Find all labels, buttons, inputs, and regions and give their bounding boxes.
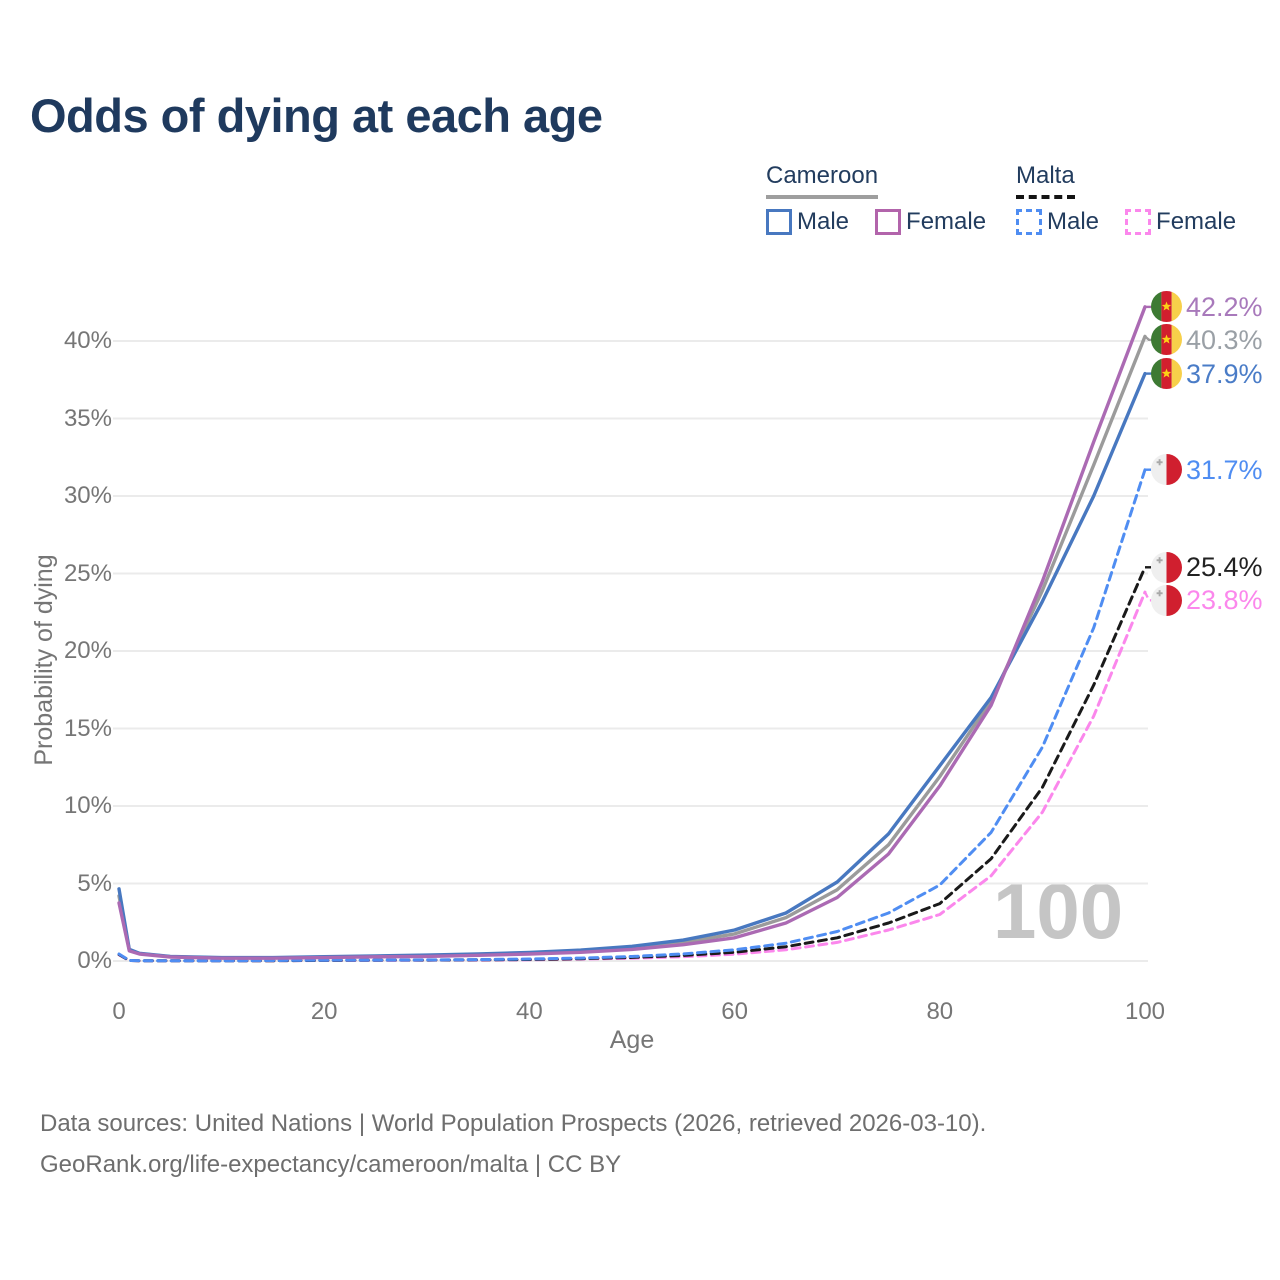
footer-attribution: GeoRank.org/life-expectancy/cameroon/mal… (40, 1151, 622, 1178)
cameroon-flag-icon (1151, 291, 1182, 323)
footer-data-sources: Data sources: United Nations | World Pop… (40, 1110, 987, 1137)
y-tick-10%: 10% (63, 792, 112, 819)
y-axis-label: Probability of dying (30, 554, 58, 766)
line-cameroon-female (117, 305, 1147, 960)
end-value-label-malta-both: 25.4% (1186, 552, 1263, 583)
y-tick-40%: 40% (63, 327, 112, 354)
y-tick-30%: 30% (63, 482, 112, 509)
line-malta-both (117, 565, 1147, 963)
malta-flag-icon (1151, 551, 1182, 583)
y-tick-35%: 35% (63, 404, 112, 432)
malta-male-line-swatch-icon (1016, 209, 1042, 235)
legend-country-cameroon[interactable]: Cameroon (766, 162, 879, 199)
line-malta-female (117, 590, 1147, 963)
end-value-label-malta-female: 23.8% (1186, 585, 1263, 616)
legend-item-label: Female (1156, 208, 1237, 235)
cameroon-flag-icon (1151, 324, 1182, 356)
malta-flag-icon (1151, 454, 1182, 486)
x-axis-label: Age (609, 1026, 655, 1054)
line-malta-male (117, 468, 1147, 963)
y-tick-20%: 20% (63, 637, 112, 664)
end-value-label-cameroon-both: 40.3% (1186, 324, 1263, 355)
legend-item-cameroon-female[interactable]: Female (875, 208, 986, 236)
y-tick-15%: 15% (63, 714, 112, 742)
malta-flag-icon (1151, 584, 1182, 616)
watermark-age-100: 100 (993, 867, 1124, 955)
x-tick-20: 20 (310, 998, 338, 1025)
legend-item-label: Male (797, 208, 850, 235)
cameroon-flag-icon (1151, 358, 1182, 390)
legend-item-label: Male (1047, 208, 1100, 235)
legend-item-label: Female (906, 208, 987, 235)
x-tick-100: 100 (1124, 998, 1166, 1025)
line-cameroon-both (117, 334, 1147, 960)
legend-group-cameroon: Cameroon Male Female (766, 162, 986, 236)
x-tick-80: 80 (926, 998, 954, 1025)
y-tick-25%: 25% (63, 559, 112, 587)
x-tick-60: 60 (721, 998, 748, 1025)
y-tick-5%: 5% (77, 869, 112, 897)
cameroon-female-line-swatch-icon (875, 209, 902, 235)
footer: Data sources: United Nations | World Pop… (40, 1103, 986, 1185)
y-tick-0%: 0% (77, 947, 112, 974)
end-value-label-malta-male: 31.7% (1186, 454, 1263, 485)
x-tick-0: 0 (112, 998, 126, 1025)
malta-female-line-swatch-icon (1125, 209, 1152, 235)
x-tick-40: 40 (516, 998, 543, 1025)
end-value-label-cameroon-female: 42.2% (1186, 291, 1263, 322)
line-cameroon-male (117, 371, 1147, 960)
legend-item-malta-male[interactable]: Male (1016, 208, 1099, 236)
legend-item-malta-female[interactable]: Female (1125, 208, 1236, 236)
legend-group-malta: Malta Male Female (1016, 162, 1236, 236)
legend-country-malta[interactable]: Malta (1016, 162, 1075, 199)
chart-title: Odds of dying at each age (30, 89, 603, 142)
legend-item-cameroon-male[interactable]: Male (766, 208, 849, 236)
end-value-label-cameroon-male: 37.9% (1186, 358, 1263, 389)
cameroon-male-line-swatch-icon (766, 209, 792, 235)
